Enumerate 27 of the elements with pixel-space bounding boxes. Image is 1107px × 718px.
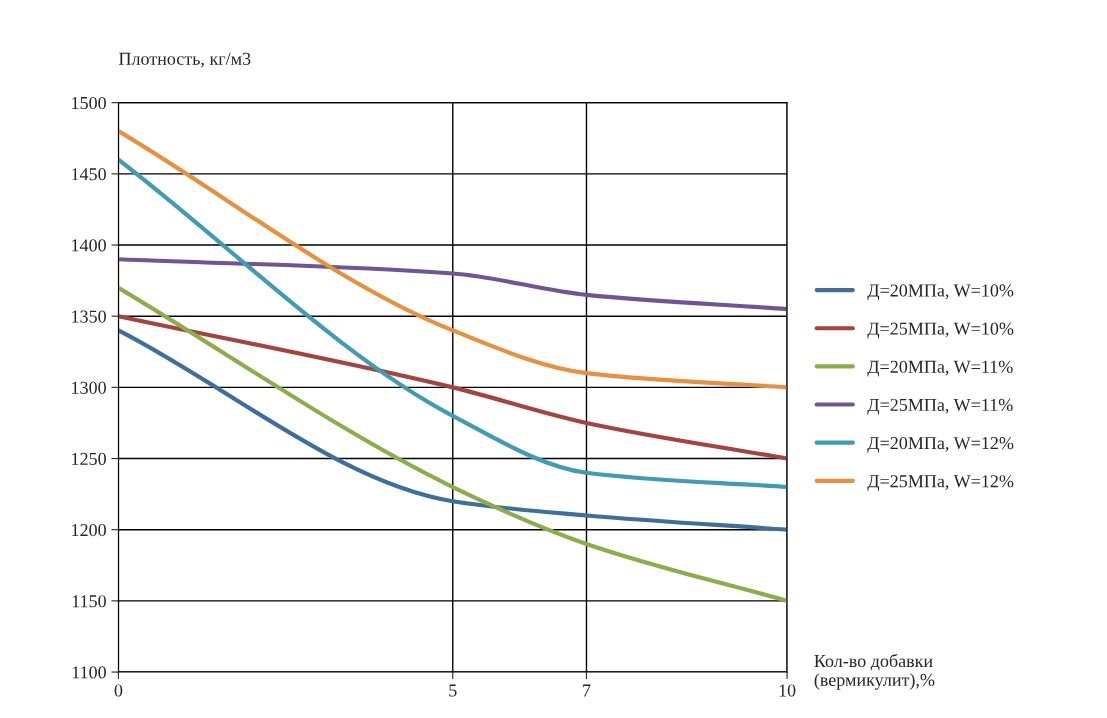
legend-label: Д=20МПа, W=12% <box>867 436 1014 453</box>
line-series <box>118 314 788 461</box>
x-tick-label: 10 <box>779 684 796 697</box>
legend-label: Д=25МПа, W=12% <box>867 475 1014 491</box>
line-series <box>118 257 788 312</box>
x-tick-label: 5 <box>449 684 457 697</box>
y-tick-label: 1500 <box>72 96 106 110</box>
y-tick-label: 1100 <box>72 666 106 679</box>
y-axis-title: Плотность, кг/м3 <box>118 52 251 68</box>
y-tick-label: 1250 <box>72 452 106 465</box>
line-series <box>118 328 788 532</box>
line-series <box>118 285 788 603</box>
y-tick-label: 1150 <box>72 595 106 608</box>
x-tick-label: 7 <box>583 684 591 697</box>
legend-label: Д=25МПа, W=10% <box>867 322 1014 339</box>
y-tick-label: 1200 <box>72 523 106 537</box>
x-tick-label: 0 <box>114 684 123 697</box>
y-tick-label: 1450 <box>72 168 106 181</box>
legend-label: Д=25МПа, W=11% <box>867 398 1013 415</box>
y-tick-label: 1350 <box>72 310 106 323</box>
line-series <box>118 129 788 390</box>
y-tick-label: 1300 <box>72 381 106 394</box>
line-series <box>118 157 788 490</box>
legend-label: Д=20МПа, W=10% <box>867 284 1014 301</box>
y-tick-label: 1400 <box>72 239 106 252</box>
legend-label: Д=20МПа, W=11% <box>867 360 1013 377</box>
x-axis-title: Кол-во добавки (вермикулит),% <box>814 654 935 690</box>
